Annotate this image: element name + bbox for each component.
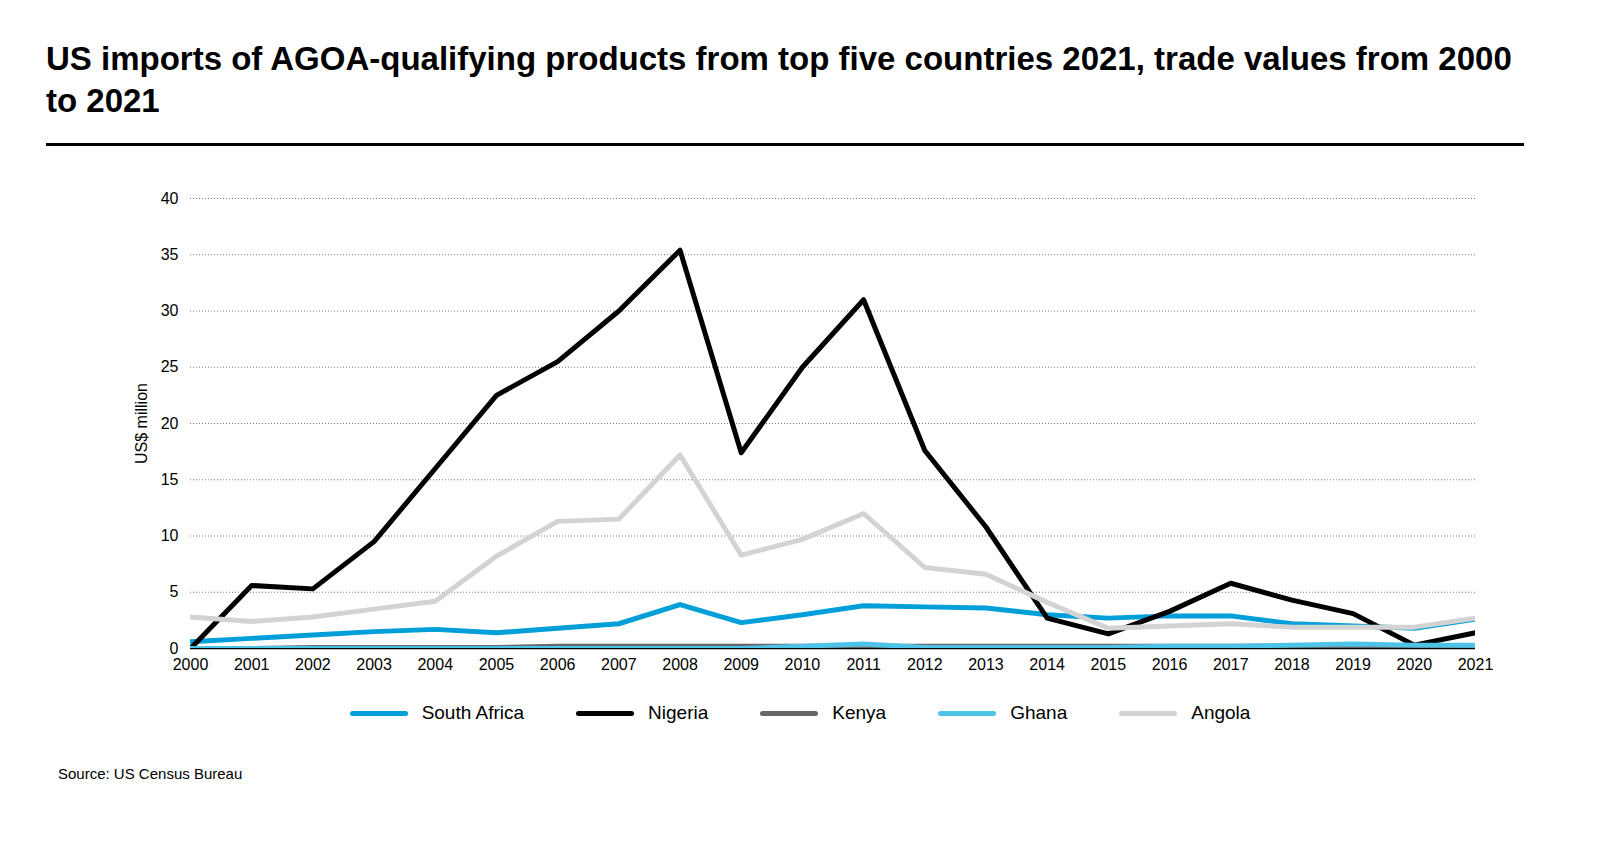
svg-text:US$ million: US$ million <box>133 383 150 464</box>
svg-text:2002: 2002 <box>295 656 331 673</box>
svg-text:2009: 2009 <box>723 656 759 673</box>
html-text:South Africa: South Africa <box>421 702 525 723</box>
svg-text:2016: 2016 <box>1152 656 1188 673</box>
svg-text:2015: 2015 <box>1091 656 1127 673</box>
html-text:Ghana: Ghana <box>1010 702 1068 723</box>
svg-text:2021: 2021 <box>1458 656 1494 673</box>
html-text:US imports of AGOA-qualifying: US imports of AGOA-qualifying products f… <box>46 40 1512 119</box>
svg-text:2007: 2007 <box>601 656 637 673</box>
svg-text:2014: 2014 <box>1029 656 1065 673</box>
html-text:Angola: Angola <box>1191 702 1251 723</box>
html-text:Kenya: Kenya <box>832 702 887 723</box>
svg-text:2005: 2005 <box>479 656 515 673</box>
svg-text:2006: 2006 <box>540 656 576 673</box>
html-text:Nigeria: Nigeria <box>648 702 709 723</box>
svg-text:2017: 2017 <box>1213 656 1249 673</box>
svg-text:0: 0 <box>170 640 179 657</box>
html-text:Source: US Census Bureau: Source: US Census Bureau <box>58 765 243 782</box>
svg-text:2020: 2020 <box>1397 656 1433 673</box>
svg-text:2018: 2018 <box>1274 656 1310 673</box>
svg-text:2001: 2001 <box>234 656 270 673</box>
svg-text:2004: 2004 <box>417 656 453 673</box>
svg-text:40: 40 <box>161 190 179 207</box>
svg-text:5: 5 <box>170 583 179 600</box>
svg-text:30: 30 <box>161 302 179 319</box>
svg-text:2003: 2003 <box>356 656 392 673</box>
svg-text:2008: 2008 <box>662 656 698 673</box>
svg-text:2019: 2019 <box>1335 656 1371 673</box>
svg-text:2011: 2011 <box>846 656 881 673</box>
svg-text:10: 10 <box>161 527 179 544</box>
svg-text:2012: 2012 <box>907 656 943 673</box>
svg-text:2010: 2010 <box>785 656 821 673</box>
svg-text:35: 35 <box>161 246 179 263</box>
svg-text:2000: 2000 <box>173 656 209 673</box>
svg-text:25: 25 <box>161 358 179 375</box>
svg-text:20: 20 <box>161 415 179 432</box>
svg-text:2013: 2013 <box>968 656 1004 673</box>
svg-text:15: 15 <box>161 471 179 488</box>
